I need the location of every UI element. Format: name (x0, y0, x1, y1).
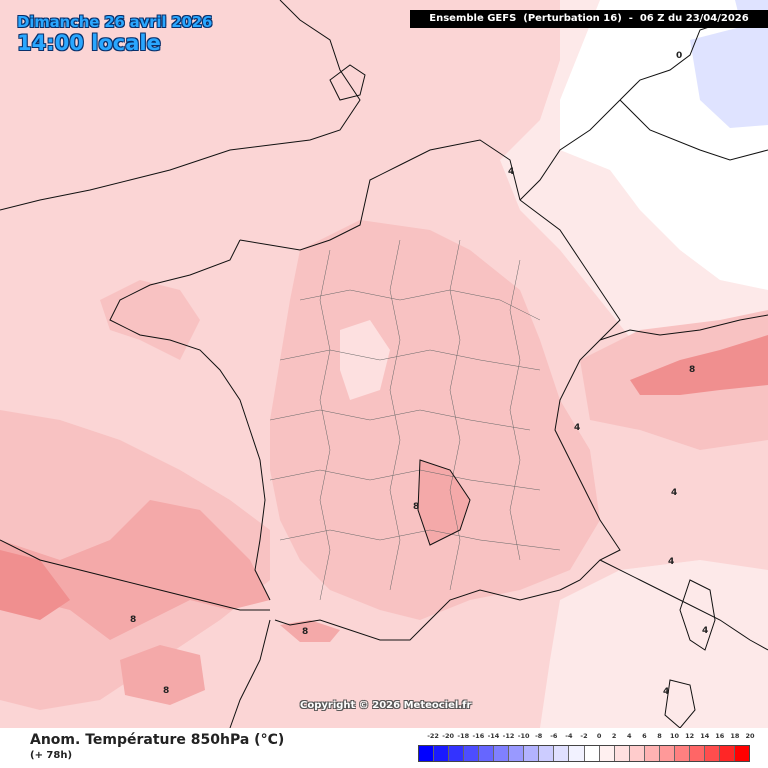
anomaly-field-4-6-brittany (100, 280, 200, 360)
legend-swatch (629, 746, 645, 761)
france-border-east (519, 199, 621, 591)
legend-tick-label: -22 (427, 732, 439, 740)
corsica (679, 579, 716, 651)
legend-swatch (674, 746, 690, 761)
isle-of-wight (329, 64, 366, 101)
legend-swatch (524, 746, 540, 761)
contour-label: 4 (508, 167, 514, 177)
contour-4-massif (417, 459, 471, 546)
contour-label: 4 (702, 626, 708, 636)
coastlines (0, 0, 768, 728)
anomaly-field-6-8-sw-edge (0, 550, 70, 620)
switzerland-border (599, 314, 768, 341)
contour-label: 0 (676, 51, 682, 61)
legend-swatch (449, 746, 465, 761)
legend-swatch (509, 746, 525, 761)
contour-label: 8 (413, 502, 419, 512)
contour-label: 4 (574, 423, 580, 433)
legend-swatch (479, 746, 495, 761)
legend-tick-label: -20 (442, 732, 455, 740)
legend-swatch (704, 746, 720, 761)
anomaly-field-6-8-pyrenees (280, 620, 340, 642)
contour-label-group: 0 4 4 4 4 4 4 8 8 8 8 8 (130, 51, 708, 697)
sardinia (664, 679, 696, 728)
anomaly-field-6-8-bay (120, 645, 205, 705)
anomaly-field-4-6-france (270, 220, 600, 620)
contour-label: 8 (302, 627, 308, 637)
legend-tick-label: -10 (517, 732, 530, 740)
legend-swatch (614, 746, 630, 761)
italy-coast (599, 559, 768, 651)
legend-tick-label: 14 (700, 732, 710, 740)
color-scale-legend: -22 -20 -18 -16 -14 -12 -10 -8 -6 -4 -2 0 2 4 6 8 10 12 14… (418, 732, 755, 764)
legend-tick-label: 6 (642, 732, 647, 740)
anomaly-field-6-8-west (0, 500, 270, 640)
anomaly-field-4-6-center (340, 320, 390, 400)
legend-color-bar (418, 745, 750, 762)
france-coast-north (239, 139, 521, 251)
spain-coast (0, 539, 270, 611)
legend-tick-label: -18 (457, 732, 470, 740)
legend-swatch (419, 746, 435, 761)
contour-label: 4 (663, 687, 669, 697)
legend-tick-label: 18 (730, 732, 740, 740)
germany-border (619, 99, 768, 161)
contour-label: 8 (130, 615, 136, 625)
legend-swatch (644, 746, 660, 761)
britain-coast (0, 0, 361, 211)
legend-tick-label: 12 (685, 732, 695, 740)
contour-label: 4 (668, 557, 674, 567)
contour-label: 4 (671, 488, 677, 498)
mediterranean-coast (274, 589, 561, 641)
legend-tick-label: -2 (580, 732, 588, 740)
legend-tick-label: -12 (502, 732, 515, 740)
lead-time-label: (+ 78h) (30, 750, 73, 761)
legend-swatch (494, 746, 510, 761)
legend-tick-label: 2 (611, 732, 617, 740)
map-footer: Anom. Température 850hPa (°C) (+ 78h) -2… (0, 728, 768, 768)
legend-tick-label: 20 (745, 732, 755, 740)
legend-swatch (554, 746, 570, 761)
legend-tick-label: -8 (535, 732, 543, 740)
contour-label: 8 (163, 686, 169, 696)
legend-tick-label: -14 (487, 732, 500, 740)
model-run-banner: Ensemble GEFS (Perturbation 16) - 06 Z d… (410, 10, 768, 28)
legend-swatch (434, 746, 450, 761)
legend-swatch (464, 746, 480, 761)
legend-swatch (584, 746, 600, 761)
legend-swatch (599, 746, 615, 761)
department-borders (269, 239, 561, 601)
forecast-date: Dimanche 26 avril 2026 (17, 13, 213, 31)
anomaly-field-6-8-alps (630, 335, 768, 395)
spain-interior (229, 619, 271, 728)
legend-tick-label: -16 (472, 732, 485, 740)
forecast-local-time: 14:00 locale (17, 31, 161, 55)
parameter-title: Anom. Température 850hPa (°C) (30, 732, 285, 748)
legend-tick-label: 10 (670, 732, 680, 740)
anomaly-field-negative (690, 20, 768, 128)
legend-swatch (569, 746, 585, 761)
temperature-anomaly-map: 0 4 4 4 4 4 4 8 8 8 8 8 (0, 0, 768, 728)
benelux-border (519, 99, 621, 201)
legend-tick-label: -4 (565, 732, 573, 740)
legend-tick-label: 0 (596, 732, 602, 740)
legend-swatch (689, 746, 705, 761)
anomaly-field-0-2-south (540, 560, 768, 728)
legend-tick-label: 4 (627, 732, 632, 740)
legend-tick-label: -6 (550, 732, 558, 740)
legend-swatch (719, 746, 735, 761)
brittany-coast (109, 239, 271, 601)
legend-swatch (734, 746, 750, 761)
legend-swatch (659, 746, 675, 761)
contour-label: 8 (689, 365, 695, 375)
legend-swatch (539, 746, 555, 761)
copyright-notice: Copyright © 2026 Meteociel.fr (300, 700, 472, 711)
legend-tick-label: 8 (657, 732, 662, 740)
legend-tick-label: 16 (715, 732, 725, 740)
legend-tick-labels: -22 -20 -18 -16 -14 -12 -10 -8 -6 -4 -2 0 2 4 6 8 10 12 14… (418, 732, 754, 742)
